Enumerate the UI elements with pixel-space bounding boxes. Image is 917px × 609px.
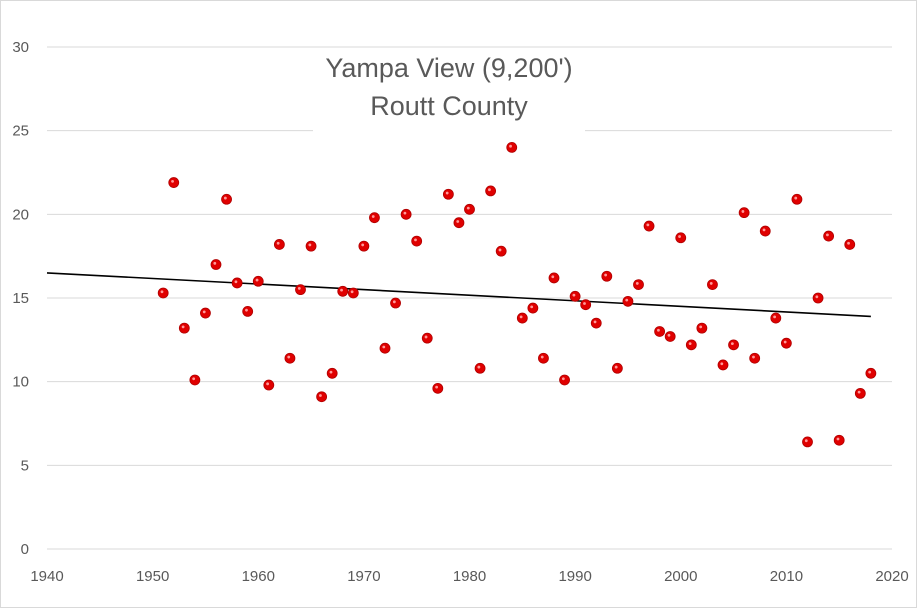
data-point: [780, 337, 792, 349]
data-point: [633, 279, 644, 291]
data-point: [453, 217, 465, 229]
data-point: [580, 299, 592, 311]
x-tick-label: 1960: [242, 568, 275, 585]
data-point: [231, 277, 243, 289]
x-tick-label: 1980: [453, 568, 486, 585]
data-point: [728, 339, 739, 351]
data-point: [390, 297, 401, 309]
data-points: [157, 141, 877, 448]
data-point: [485, 185, 497, 197]
data-point: [242, 305, 254, 317]
data-point: [273, 239, 285, 250]
x-tick-label: 2020: [875, 568, 908, 585]
data-point: [643, 220, 655, 232]
data-point: [252, 275, 264, 287]
data-point: [326, 367, 338, 379]
data-point: [611, 362, 623, 374]
data-point: [421, 332, 433, 344]
y-tick-label: 15: [12, 290, 29, 307]
data-point: [411, 235, 423, 247]
data-point: [802, 436, 813, 448]
data-point: [178, 322, 190, 334]
data-point: [379, 342, 391, 354]
data-point: [442, 188, 454, 200]
data-point: [157, 287, 169, 299]
data-point: [305, 240, 317, 252]
data-point: [337, 285, 349, 297]
data-point: [569, 290, 581, 302]
data-point: [200, 307, 211, 319]
chart-title-line-2: Routt County: [370, 91, 528, 121]
x-axis: 1940 1950 1960 1970 1980 1990 2000 2010 2020: [30, 568, 908, 585]
x-tick-label: 2000: [664, 568, 697, 585]
data-point: [590, 317, 602, 329]
data-point: [168, 177, 180, 188]
data-point: [717, 359, 729, 371]
data-point: [759, 225, 771, 237]
data-point: [812, 292, 824, 304]
data-point: [495, 245, 507, 257]
y-tick-label: 10: [12, 374, 29, 391]
y-tick-label: 30: [12, 39, 29, 56]
data-point: [316, 391, 328, 403]
data-point: [685, 339, 697, 351]
data-point: [284, 352, 296, 364]
data-point: [548, 272, 560, 284]
data-point: [347, 287, 359, 299]
data-point: [696, 322, 708, 334]
chart-title-line-1: Yampa View (9,200'): [325, 53, 573, 83]
data-point: [654, 326, 666, 337]
data-point: [770, 312, 782, 324]
x-tick-label: 1970: [347, 568, 380, 585]
y-tick-label: 20: [12, 206, 29, 223]
data-point: [749, 352, 761, 364]
data-point: [210, 259, 222, 270]
data-point: [738, 207, 750, 219]
chart-title: Yampa View (9,200') Routt County: [313, 49, 585, 133]
data-point: [369, 212, 380, 224]
data-point: [189, 374, 201, 386]
y-tick-label: 5: [21, 457, 29, 474]
trendline-group: [46, 272, 871, 318]
data-point: [400, 208, 412, 220]
data-point: [559, 374, 570, 386]
data-point: [601, 270, 613, 282]
data-point: [527, 302, 539, 314]
data-point: [516, 312, 528, 324]
data-point: [854, 387, 866, 399]
trendline: [46, 272, 871, 318]
y-tick-label: 0: [21, 541, 29, 558]
data-point: [538, 352, 549, 364]
data-point: [221, 193, 232, 205]
data-point: [823, 230, 835, 242]
data-point: [295, 284, 306, 296]
x-tick-label: 1950: [136, 568, 169, 585]
data-point: [506, 141, 518, 153]
data-point: [675, 232, 687, 244]
data-point: [791, 193, 803, 205]
data-point: [707, 279, 718, 291]
data-point: [432, 382, 444, 394]
data-point: [358, 240, 370, 252]
x-tick-label: 1990: [558, 568, 591, 585]
data-point: [844, 239, 856, 250]
data-point: [474, 362, 486, 374]
y-axis: 0 5 10 15 20 25 30: [12, 39, 29, 558]
data-point: [664, 331, 676, 342]
x-tick-label: 2010: [770, 568, 803, 585]
data-point: [865, 367, 877, 379]
data-point: [833, 434, 845, 446]
x-tick-label: 1940: [30, 568, 63, 585]
data-point: [622, 295, 634, 307]
y-tick-label: 25: [12, 123, 29, 140]
data-point: [464, 203, 475, 215]
data-point: [263, 379, 275, 391]
